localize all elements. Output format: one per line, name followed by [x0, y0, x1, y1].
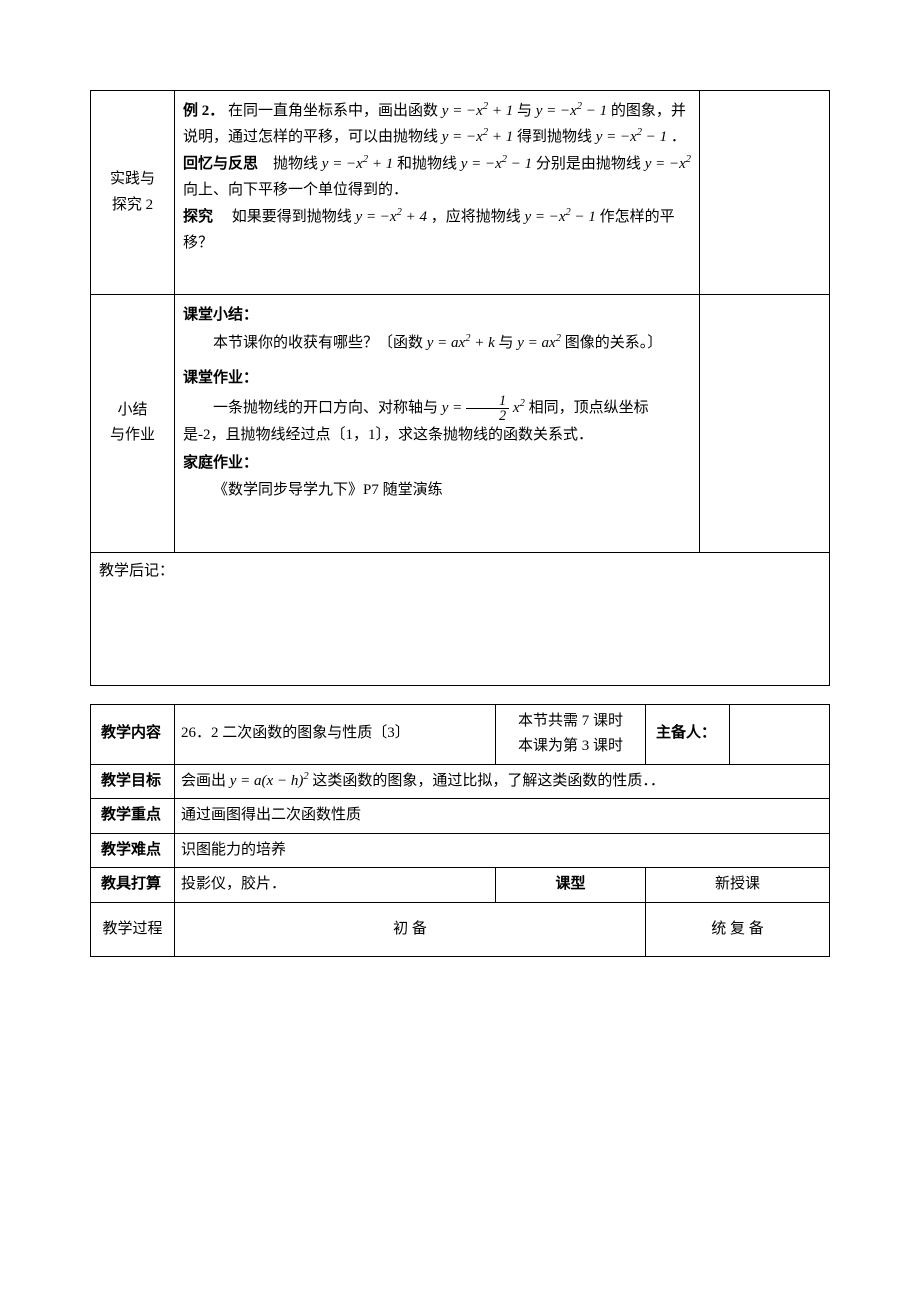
recall-label: 回忆与反思: [183, 156, 258, 172]
t2-process-right: 统 复 备: [646, 902, 830, 957]
formula-f4: y = −x2 − 1: [596, 129, 667, 145]
formula-ax: y = ax2: [517, 335, 561, 351]
summary-right-blank: [700, 295, 830, 553]
t2-type-h: 课型: [496, 868, 646, 903]
label-text-practice-b: 探究 2: [112, 197, 153, 213]
summary-padding: [183, 506, 691, 546]
formula-f7: y = −x2: [645, 156, 691, 172]
row-label-summary: 小结 与作业: [91, 295, 175, 553]
formula-axk: y = ax2 + k: [427, 335, 495, 351]
example2-text-b: 与: [517, 103, 532, 119]
t2-row-key: 教学重点 通过画图得出二次函数性质: [91, 799, 830, 834]
classwork-body: 一条抛物线的开口方向、对称轴与 y = 12 x2 相同，顶点纵坐标是-2，且抛…: [183, 394, 691, 449]
postnote-cell: 教学后记：: [91, 552, 830, 685]
t2-goal-h: 教学目标: [91, 764, 175, 799]
practice-content: 例 2． 在同一直角坐标系中，画出函数 y = −x2 + 1 与 y = −x…: [175, 91, 700, 295]
table-row-summary: 小结 与作业 课堂小结： 本节课你的收获有哪些？〔函数 y = ax2 + k …: [91, 295, 830, 553]
period-line-2: 本课为第 3 课时: [518, 738, 623, 754]
formula-f2: y = −x2 − 1: [536, 103, 607, 119]
lesson-plan-table: 教学内容 26．2 二次函数的图象与性质〔3〕 本节共需 7 课时 本课为第 3…: [90, 704, 830, 958]
formula-f9: y = −x2 − 1: [524, 209, 595, 225]
t2-content-title: 26．2 二次函数的图象与性质〔3〕: [175, 704, 496, 764]
example2-text-d: 得到抛物线: [517, 129, 596, 145]
summary-heading: 课堂小结：: [183, 303, 691, 329]
summary-c: 图像的关系。〕: [565, 335, 663, 351]
t2-goal-b: 这类函数的图象，通过比拟，了解这类函数的性质．．: [312, 773, 665, 789]
summary-b: 与: [498, 335, 517, 351]
homework-heading: 家庭作业：: [183, 451, 691, 477]
period-line-1: 本节共需 7 课时: [518, 713, 623, 729]
formula-half-x2: y = 12 x2: [442, 400, 525, 416]
label-text-practice-a: 实践与: [110, 171, 155, 187]
t2-diff-h: 教学难点: [91, 833, 175, 868]
summary-a: 本节课你的收获有哪些？〔函数: [213, 335, 427, 351]
t2-content-h: 教学内容: [91, 704, 175, 764]
t2-key-text: 通过画图得出二次函数性质: [175, 799, 830, 834]
example2-text-e: ．: [671, 129, 686, 145]
postnote-label: 教学后记：: [99, 563, 174, 579]
t2-row-process: 教学过程 初 备 统 复 备: [91, 902, 830, 957]
explore-line: 探究 如果要得到抛物线 y = −x2 + 4 ，应将抛物线 y = −x2 −…: [183, 205, 691, 256]
recall-a: 抛物线: [273, 156, 322, 172]
table-row-practice: 实践与 探究 2 例 2． 在同一直角坐标系中，画出函数 y = −x2 + 1…: [91, 91, 830, 295]
practice-padding: [183, 258, 691, 288]
homework-body: 《数学同步导学九下》P7 随堂演练: [183, 478, 691, 504]
t2-process-mid: 初 备: [175, 902, 646, 957]
table-row-postnote: 教学后记：: [91, 552, 830, 685]
t2-goal-text: 会画出 y = a(x − h)2 这类函数的图象，通过比拟，了解这类函数的性质…: [175, 764, 830, 799]
label-text-summary-b: 与作业: [110, 427, 155, 443]
formula-f6: y = −x2 − 1: [461, 156, 532, 172]
formula-f8: y = −x2 + 4: [356, 209, 427, 225]
summary-body: 本节课你的收获有哪些？〔函数 y = ax2 + k 与 y = ax2 图像的…: [183, 331, 691, 357]
formula-f1: y = −x2 + 1: [442, 103, 513, 119]
label-text-summary-a: 小结: [117, 402, 147, 418]
row-label-practice: 实践与 探究 2: [91, 91, 175, 295]
explore-b: ，应将抛物线: [431, 209, 521, 225]
t2-author-h: 主备人：: [646, 704, 730, 764]
t2-tools-h: 教具打算: [91, 868, 175, 903]
recall-line: 回忆与反思 抛物线 y = −x2 + 1 和抛物线 y = −x2 − 1 分…: [183, 152, 691, 203]
formula-f3: y = −x2 + 1: [442, 129, 513, 145]
example2-line: 例 2． 在同一直角坐标系中，画出函数 y = −x2 + 1 与 y = −x…: [183, 99, 691, 150]
formula-f5: y = −x2 + 1: [322, 156, 393, 172]
recall-b: 和抛物线: [397, 156, 461, 172]
recall-c: 分别是由抛物线: [536, 156, 645, 172]
t2-key-h: 教学重点: [91, 799, 175, 834]
classwork-heading: 课堂作业：: [183, 366, 691, 392]
t2-type-v: 新授课: [646, 868, 830, 903]
t2-content-period: 本节共需 7 课时 本课为第 3 课时: [496, 704, 646, 764]
t2-row-tools: 教具打算 投影仪，胶片． 课型 新授课: [91, 868, 830, 903]
t2-diff-text: 识图能力的培养: [175, 833, 830, 868]
classwork-a: 一条抛物线的开口方向、对称轴与: [213, 400, 442, 416]
example2-text-a: 在同一直角坐标系中，画出函数: [228, 103, 442, 119]
t2-row-goal: 教学目标 会画出 y = a(x − h)2 这类函数的图象，通过比拟，了解这类…: [91, 764, 830, 799]
summary-content: 课堂小结： 本节课你的收获有哪些？〔函数 y = ax2 + k 与 y = a…: [175, 295, 700, 553]
table-gap: [90, 686, 830, 704]
formula-axh: y = a(x − h)2: [230, 773, 309, 789]
page: 实践与 探究 2 例 2． 在同一直角坐标系中，画出函数 y = −x2 + 1…: [0, 0, 920, 1017]
t2-author-v: [730, 704, 830, 764]
t2-row-content: 教学内容 26．2 二次函数的图象与性质〔3〕 本节共需 7 课时 本课为第 3…: [91, 704, 830, 764]
practice-right-blank: [700, 91, 830, 295]
t2-goal-a: 会画出: [181, 773, 230, 789]
explore-a: 如果要得到抛物线: [232, 209, 356, 225]
t2-process-h: 教学过程: [91, 902, 175, 957]
t2-tools-text: 投影仪，胶片．: [175, 868, 496, 903]
t2-row-diff: 教学难点 识图能力的培养: [91, 833, 830, 868]
recall-d: 向上、向下平移一个单位得到的．: [183, 182, 408, 198]
top-table: 实践与 探究 2 例 2． 在同一直角坐标系中，画出函数 y = −x2 + 1…: [90, 90, 830, 686]
explore-label: 探究: [183, 209, 213, 225]
example2-label: 例 2．: [183, 103, 224, 119]
